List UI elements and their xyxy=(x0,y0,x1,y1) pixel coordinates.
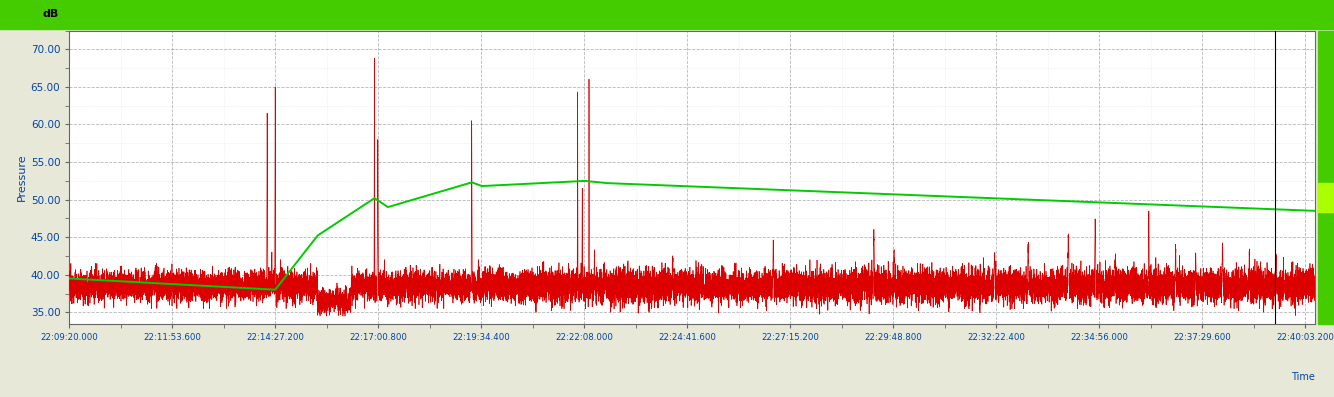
Y-axis label: Pressure: Pressure xyxy=(16,153,27,201)
Text: Time: Time xyxy=(1291,372,1315,382)
Bar xyxy=(1318,183,1334,212)
Text: dB: dB xyxy=(43,9,59,19)
Bar xyxy=(1318,31,1334,324)
